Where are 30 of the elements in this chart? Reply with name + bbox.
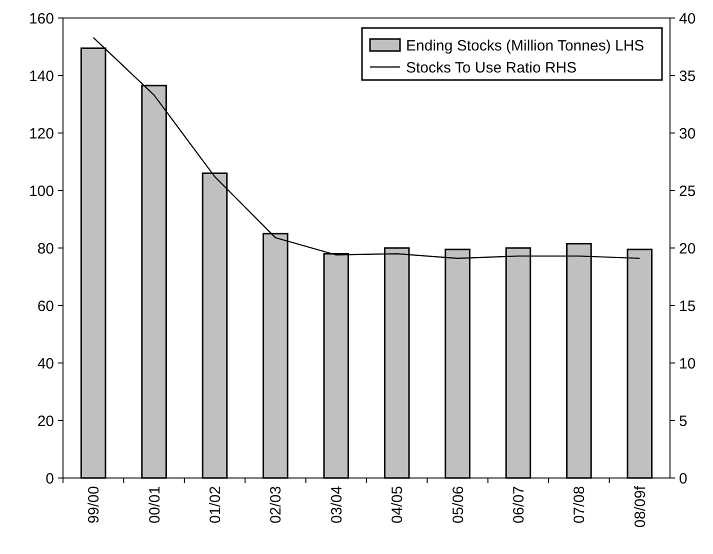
y-tick-label: 0 [46, 470, 54, 488]
legend-label: Ending Stocks (Million Tonnes) LHS [406, 37, 644, 54]
y2-tick-label: 30 [679, 125, 696, 142]
x-tick-label: 06/07 [510, 486, 528, 524]
y2-tick-label: 20 [679, 240, 696, 258]
y-tick-label: 160 [28, 10, 54, 28]
x-tick-label: 01/02 [207, 486, 224, 524]
x-tick-label: 08/09f [632, 485, 649, 528]
y-tick-label: 60 [37, 298, 54, 315]
y-tick-label: 20 [37, 412, 54, 430]
y2-tick-label: 25 [679, 182, 696, 200]
y-tick-label: 40 [37, 355, 54, 372]
y-tick-label: 100 [28, 182, 54, 200]
x-tick-label: 03/04 [328, 486, 346, 524]
y2-tick-label: 0 [679, 470, 688, 488]
x-tick-label: 02/03 [268, 486, 285, 524]
y2-tick-label: 5 [679, 412, 688, 430]
y-tick-label: 140 [28, 68, 54, 85]
y2-tick-label: 15 [679, 298, 696, 315]
y2-tick-label: 35 [679, 68, 696, 85]
x-tick-label: 00/01 [146, 486, 164, 524]
y-tick-label: 80 [37, 240, 54, 258]
x-tick-label: 99/00 [86, 486, 103, 524]
y2-tick-label: 40 [679, 10, 696, 28]
x-tick-label: 07/08 [571, 486, 588, 524]
y-tick-label: 120 [28, 125, 54, 142]
legend-label: Stocks To Use Ratio RHS [406, 59, 577, 76]
x-tick-label: 04/05 [389, 486, 406, 524]
y2-tick-label: 10 [679, 355, 696, 372]
x-tick-label: 05/06 [450, 486, 467, 524]
